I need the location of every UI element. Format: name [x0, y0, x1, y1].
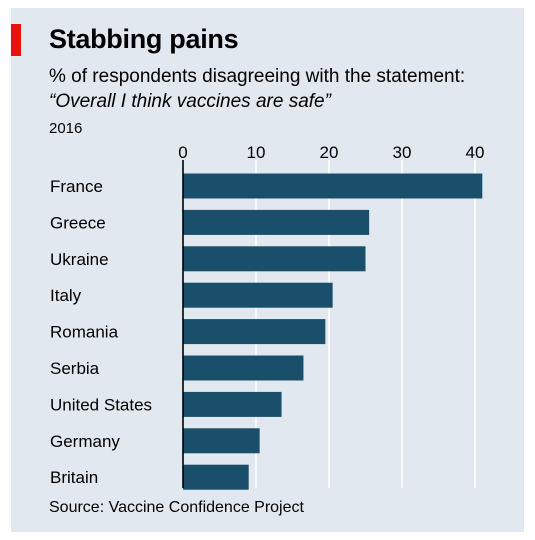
bar	[183, 246, 366, 272]
bar	[183, 173, 483, 199]
chart-quote: “Overall I think vaccines are safe”	[49, 91, 331, 112]
bar	[183, 355, 304, 381]
bar	[183, 464, 249, 490]
x-tick-label: 10	[247, 143, 266, 162]
category-label: France	[50, 177, 103, 196]
bar	[183, 319, 326, 345]
chart-year: 2016	[49, 120, 83, 137]
x-tick-label: 20	[320, 143, 339, 162]
category-label: United States	[50, 395, 152, 414]
category-label: Romania	[50, 323, 119, 342]
category-label: Ukraine	[50, 250, 109, 269]
x-tick-label: 30	[393, 143, 412, 162]
source-note: Source: Vaccine Confidence Project	[49, 499, 304, 516]
x-tick-label: 40	[466, 143, 485, 162]
chart-subtitle: % of respondents disagreeing with the st…	[49, 66, 466, 87]
bar	[183, 282, 333, 308]
category-label: Germany	[50, 432, 120, 451]
brand-tag	[11, 24, 21, 56]
chart-title: Stabbing pains	[49, 24, 239, 54]
category-label: Serbia	[50, 359, 100, 378]
x-tick-label: 0	[178, 143, 187, 162]
category-label: Greece	[50, 213, 106, 232]
bar	[183, 428, 260, 454]
bar	[183, 391, 282, 417]
category-label: Italy	[50, 286, 82, 305]
bar	[183, 209, 370, 235]
category-label: Britain	[50, 468, 98, 487]
